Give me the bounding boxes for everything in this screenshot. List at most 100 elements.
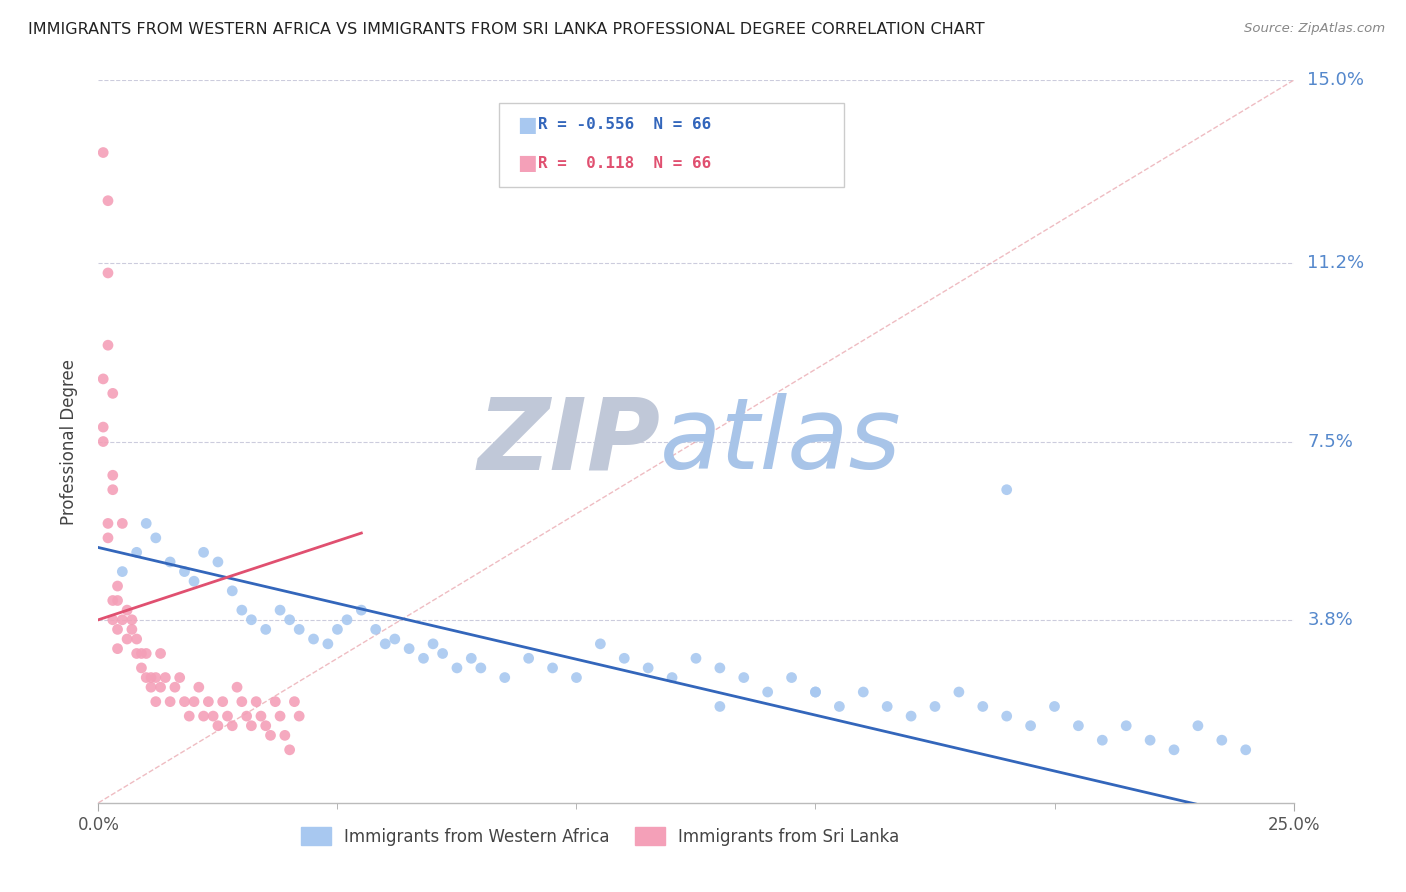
Text: ■: ■ <box>517 153 537 173</box>
Point <box>187 680 209 694</box>
Point <box>193 545 215 559</box>
Point <box>756 685 779 699</box>
Point <box>780 671 803 685</box>
Text: Source: ZipAtlas.com: Source: ZipAtlas.com <box>1244 22 1385 36</box>
Point <box>254 623 277 637</box>
Point <box>995 709 1018 723</box>
Point <box>374 637 396 651</box>
Text: 15.0%: 15.0% <box>1308 71 1364 89</box>
Point <box>637 661 659 675</box>
Point <box>97 194 120 208</box>
Point <box>135 671 157 685</box>
Point <box>278 743 301 757</box>
Point <box>278 613 301 627</box>
Point <box>350 603 373 617</box>
Point <box>1211 733 1233 747</box>
Point <box>107 623 129 637</box>
Point <box>1115 719 1137 733</box>
Point <box>274 728 297 742</box>
Point <box>101 386 124 401</box>
Point <box>91 145 114 160</box>
Point <box>226 680 249 694</box>
Point <box>207 719 229 733</box>
Text: ■: ■ <box>517 115 537 135</box>
Point <box>1043 699 1066 714</box>
Text: 3.8%: 3.8% <box>1308 611 1353 629</box>
Point <box>101 468 124 483</box>
Point <box>145 695 167 709</box>
Point <box>470 661 492 675</box>
Point <box>302 632 325 646</box>
Point <box>139 680 162 694</box>
Point <box>91 434 114 449</box>
Point <box>384 632 406 646</box>
Point <box>111 516 134 531</box>
Legend: Immigrants from Western Africa, Immigrants from Sri Lanka: Immigrants from Western Africa, Immigran… <box>294 821 907 852</box>
Point <box>661 671 683 685</box>
Point <box>804 685 827 699</box>
Point <box>326 623 349 637</box>
Point <box>135 647 157 661</box>
Point <box>211 695 233 709</box>
Point <box>179 709 201 723</box>
Point <box>145 671 167 685</box>
Y-axis label: Professional Degree: Professional Degree <box>59 359 77 524</box>
Point <box>121 623 143 637</box>
Point <box>159 695 181 709</box>
Point <box>733 671 755 685</box>
Point <box>900 709 922 723</box>
Point <box>149 680 172 694</box>
Point <box>852 685 875 699</box>
Point <box>97 338 120 352</box>
Point <box>169 671 191 685</box>
Point <box>1091 733 1114 747</box>
Point <box>235 709 257 723</box>
Point <box>364 623 387 637</box>
Point <box>101 593 124 607</box>
Point <box>155 671 177 685</box>
Point <box>183 695 205 709</box>
Point <box>97 516 120 531</box>
Text: ZIP: ZIP <box>477 393 661 490</box>
Point <box>91 420 114 434</box>
Point <box>91 372 114 386</box>
Point <box>135 516 157 531</box>
Point <box>231 603 253 617</box>
Text: 11.2%: 11.2% <box>1308 254 1365 272</box>
Point <box>876 699 898 714</box>
Point <box>269 603 291 617</box>
Text: 7.5%: 7.5% <box>1308 433 1354 450</box>
Point <box>948 685 970 699</box>
Point <box>254 719 277 733</box>
Text: IMMIGRANTS FROM WESTERN AFRICA VS IMMIGRANTS FROM SRI LANKA PROFESSIONAL DEGREE : IMMIGRANTS FROM WESTERN AFRICA VS IMMIGR… <box>28 22 984 37</box>
Point <box>972 699 994 714</box>
Point <box>107 593 129 607</box>
Point <box>125 647 148 661</box>
Point <box>336 613 359 627</box>
Point <box>709 661 731 675</box>
Point <box>412 651 434 665</box>
Point <box>494 671 516 685</box>
Point <box>1187 719 1209 733</box>
Point <box>995 483 1018 497</box>
Point <box>183 574 205 589</box>
Point <box>1019 719 1042 733</box>
Point <box>173 695 195 709</box>
Point <box>541 661 564 675</box>
Point <box>125 632 148 646</box>
Point <box>1067 719 1090 733</box>
Point <box>316 637 339 651</box>
Point <box>131 661 153 675</box>
Text: atlas: atlas <box>661 393 901 490</box>
Point <box>432 647 454 661</box>
Point <box>1139 733 1161 747</box>
Point <box>269 709 291 723</box>
Point <box>460 651 482 665</box>
Point <box>145 531 167 545</box>
Point <box>828 699 851 714</box>
Point <box>709 699 731 714</box>
Point <box>231 695 253 709</box>
Point <box>589 637 612 651</box>
Point <box>517 651 540 665</box>
Point <box>245 695 267 709</box>
